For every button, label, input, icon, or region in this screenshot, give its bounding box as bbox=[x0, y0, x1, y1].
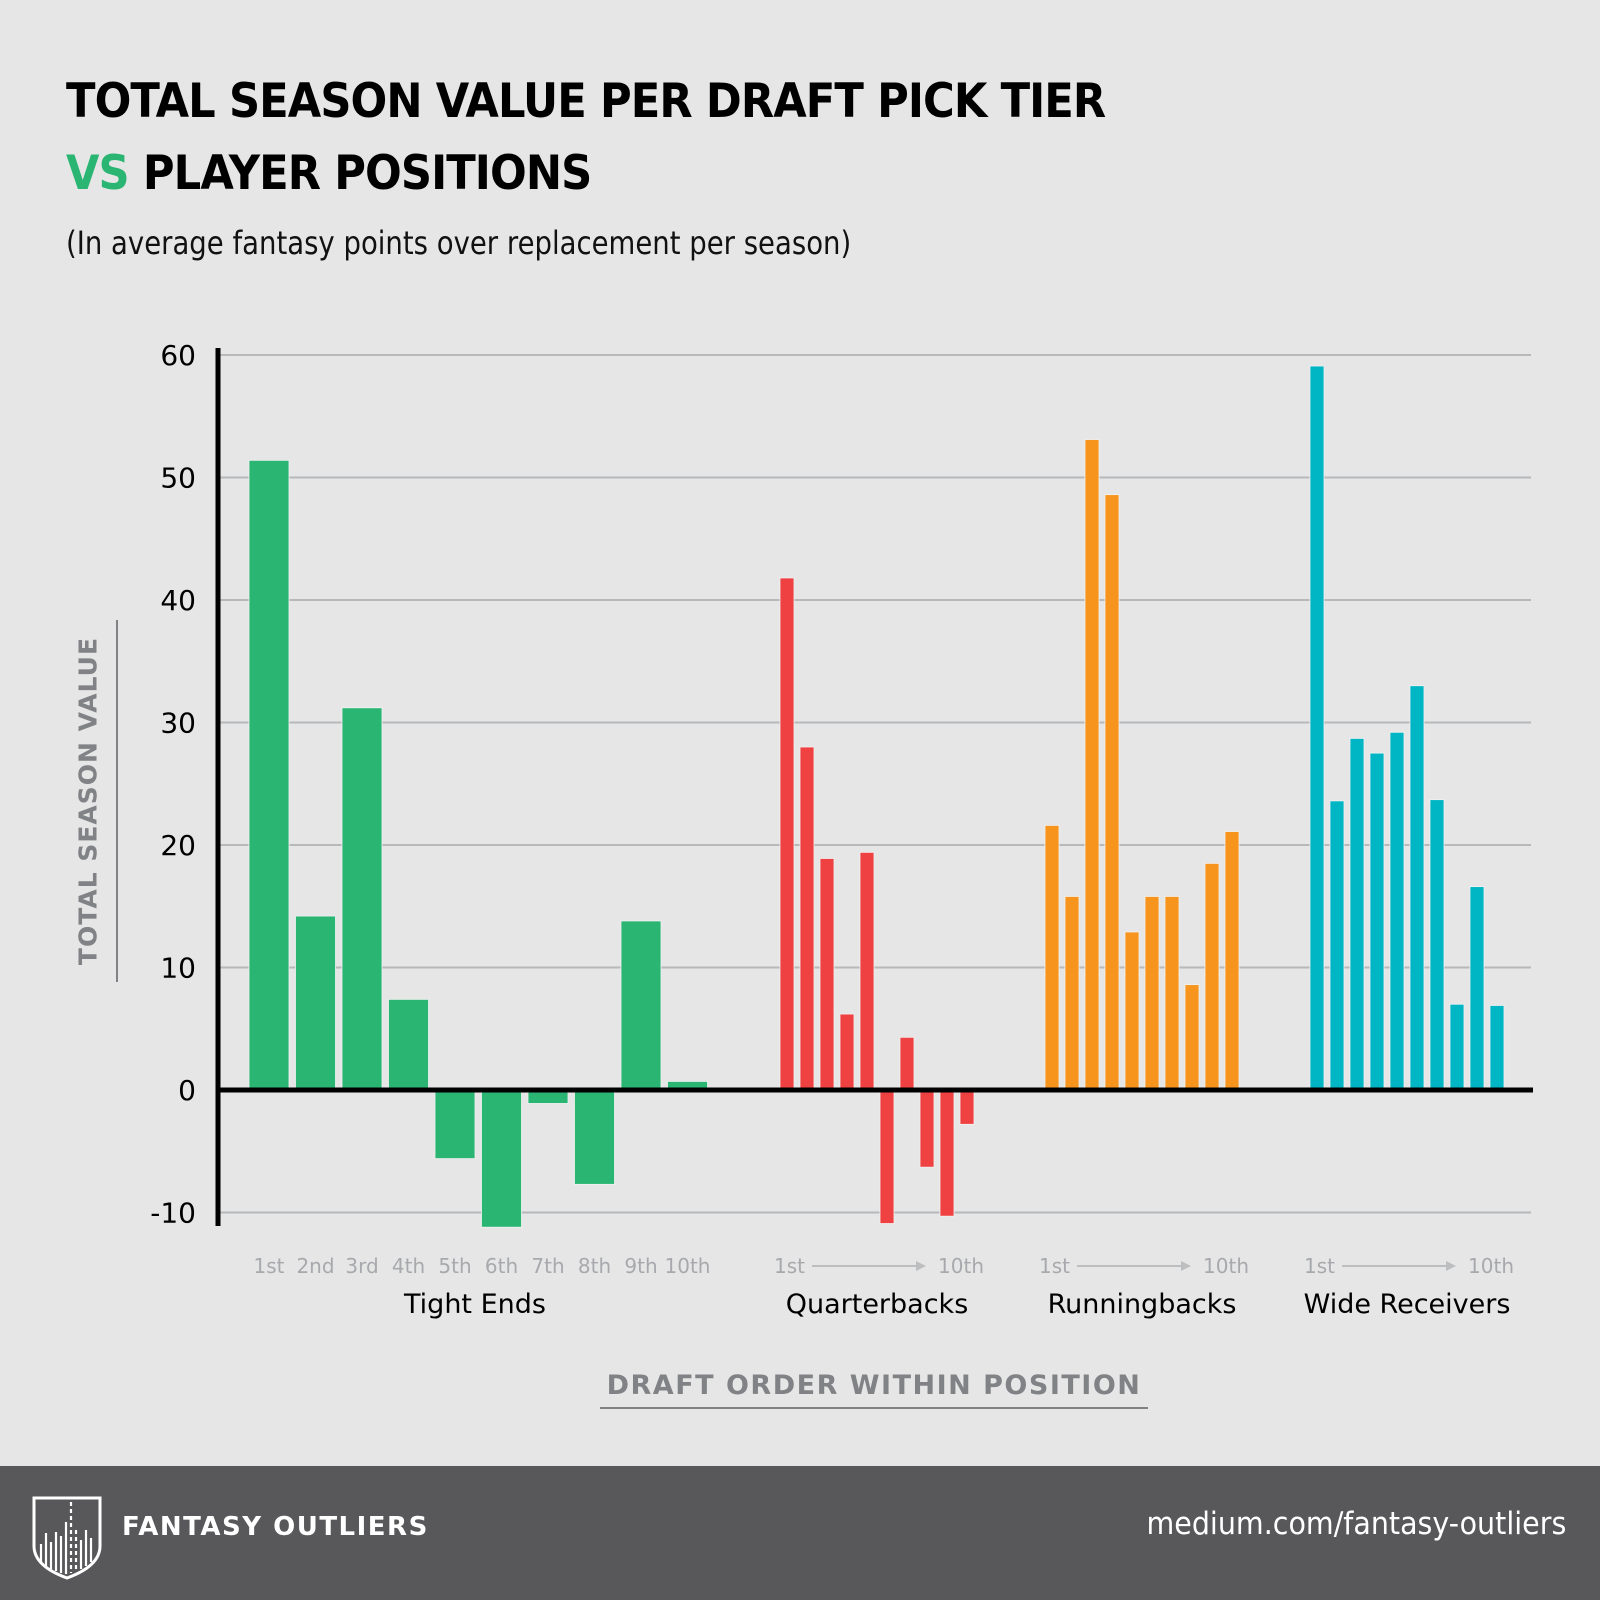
group-label-quarterbacks: Quarterbacks bbox=[786, 1289, 969, 1320]
y-tick-label: 0 bbox=[178, 1074, 196, 1107]
x-tick-label: 5th bbox=[438, 1254, 471, 1278]
bar-quarterbacks-7 bbox=[899, 1036, 915, 1091]
range-arrow-head-icon bbox=[1181, 1261, 1191, 1271]
range-arrow-head-icon bbox=[916, 1261, 926, 1271]
chart-title: TOTAL SEASON VALUE PER DRAFT PICK TIER V… bbox=[66, 66, 1106, 210]
brand-name: FANTASY OUTLIERS bbox=[122, 1512, 429, 1542]
bar-tight-ends-4 bbox=[388, 998, 429, 1091]
bar-wide-receivers-7 bbox=[1429, 799, 1445, 1091]
range-end-label: 10th bbox=[1203, 1254, 1249, 1278]
group-label-wide-receivers: Wide Receivers bbox=[1304, 1289, 1511, 1320]
bar-tight-ends-8 bbox=[574, 1089, 615, 1185]
bar-runningbacks-7 bbox=[1164, 896, 1180, 1091]
bar-runningbacks-3 bbox=[1084, 439, 1100, 1091]
bar-tight-ends-5 bbox=[434, 1089, 476, 1159]
range-start-label: 1st bbox=[1039, 1254, 1070, 1278]
bar-wide-receivers-8 bbox=[1449, 1003, 1465, 1091]
x-tick-labels: 1st 2nd 3rd 4th 5th 6th 7th 8th 9th 10th 1st 10th 1s… bbox=[254, 1254, 1515, 1278]
bar-tight-ends-6 bbox=[481, 1089, 522, 1228]
axes bbox=[215, 348, 1533, 1226]
footer: FANTASY OUTLIERS medium.com/fantasy-outl… bbox=[0, 1466, 1600, 1600]
bar-wide-receivers-4 bbox=[1369, 752, 1385, 1091]
bar-quarterbacks-6 bbox=[879, 1089, 895, 1224]
bar-runningbacks-4 bbox=[1104, 494, 1120, 1091]
position-group-labels: Tight Ends Quarterbacks Runningbacks Wide R… bbox=[403, 1289, 1510, 1320]
group-label-runningbacks: Runningbacks bbox=[1048, 1289, 1237, 1320]
y-tick-label: 50 bbox=[160, 462, 196, 495]
bar-quarterbacks-3 bbox=[819, 858, 835, 1091]
range-end-label: 10th bbox=[1468, 1254, 1514, 1278]
source-url[interactable]: medium.com/fantasy-outliers bbox=[1146, 1506, 1566, 1542]
bar-quarterbacks-10 bbox=[959, 1089, 975, 1125]
bars bbox=[248, 365, 1505, 1228]
title-line-1: TOTAL SEASON VALUE PER DRAFT PICK TIER bbox=[66, 74, 1106, 129]
bar-wide-receivers-2 bbox=[1329, 800, 1345, 1091]
bar-tight-ends-3 bbox=[341, 707, 383, 1091]
bar-quarterbacks-8 bbox=[919, 1089, 935, 1168]
y-tick-label: 60 bbox=[160, 339, 196, 372]
bar-quarterbacks-4 bbox=[839, 1013, 855, 1091]
x-tick-label: 6th bbox=[485, 1254, 518, 1278]
y-axis-title-container: TOTAL SEASON VALUE bbox=[70, 620, 106, 982]
bar-quarterbacks-2 bbox=[799, 746, 815, 1091]
x-tick-label: 2nd bbox=[296, 1254, 334, 1278]
bar-wide-receivers-5 bbox=[1389, 731, 1405, 1091]
title-line-2: PLAYER POSITIONS bbox=[128, 146, 592, 201]
y-tick-label: 40 bbox=[160, 584, 196, 617]
x-tick-label: 9th bbox=[624, 1254, 657, 1278]
x-tick-label: 8th bbox=[578, 1254, 611, 1278]
range-end-label: 10th bbox=[938, 1254, 984, 1278]
bar-wide-receivers-3 bbox=[1349, 738, 1365, 1091]
bar-chart: 60 50 40 30 20 10 0 -10 1st 2nd 3rd 4th 5th 6th 7th 8t… bbox=[150, 339, 1533, 1320]
y-tick-labels: 60 50 40 30 20 10 0 -10 bbox=[150, 339, 196, 1230]
x-tick-label: 7th bbox=[531, 1254, 564, 1278]
bar-runningbacks-10 bbox=[1224, 831, 1240, 1091]
x-tick-label: 3rd bbox=[345, 1254, 378, 1278]
y-axis-title: TOTAL SEASON VALUE bbox=[73, 636, 103, 966]
y-tick-label: -10 bbox=[150, 1197, 196, 1230]
range-arrow-head-icon bbox=[1446, 1261, 1456, 1271]
x-tick-label: 4th bbox=[392, 1254, 425, 1278]
bar-tight-ends-9 bbox=[620, 920, 662, 1091]
bar-quarterbacks-1 bbox=[779, 577, 795, 1091]
bar-tight-ends-1 bbox=[248, 459, 290, 1091]
bar-runningbacks-6 bbox=[1144, 896, 1160, 1091]
y-axis-title-rule bbox=[116, 620, 118, 982]
bar-wide-receivers-9 bbox=[1469, 886, 1485, 1091]
range-start-label: 1st bbox=[1304, 1254, 1335, 1278]
y-tick-label: 30 bbox=[160, 707, 196, 740]
bar-runningbacks-2 bbox=[1064, 896, 1080, 1091]
bar-wide-receivers-10 bbox=[1489, 1005, 1505, 1091]
bar-runningbacks-1 bbox=[1044, 825, 1060, 1091]
bar-tight-ends-2 bbox=[295, 915, 336, 1091]
bar-runningbacks-5 bbox=[1124, 931, 1140, 1091]
shield-bars-logo-icon bbox=[32, 1496, 102, 1580]
x-axis-title-rule bbox=[600, 1407, 1148, 1409]
chart-subtitle: (In average fantasy points over replacem… bbox=[66, 224, 852, 262]
bar-quarterbacks-9 bbox=[939, 1089, 955, 1217]
x-axis-title: DRAFT ORDER WITHIN POSITION bbox=[606, 1370, 1142, 1401]
range-start-label: 1st bbox=[774, 1254, 805, 1278]
bar-wide-receivers-6 bbox=[1409, 685, 1425, 1091]
group-label-tight-ends: Tight Ends bbox=[403, 1289, 546, 1320]
bar-runningbacks-9 bbox=[1204, 862, 1220, 1091]
title-vs: VS bbox=[66, 146, 130, 201]
bar-quarterbacks-5 bbox=[859, 851, 875, 1091]
bar-wide-receivers-1 bbox=[1309, 365, 1325, 1091]
x-tick-label: 1st bbox=[254, 1254, 285, 1278]
y-tick-label: 10 bbox=[160, 952, 196, 985]
y-tick-label: 20 bbox=[160, 829, 196, 862]
x-tick-label: 10th bbox=[665, 1254, 711, 1278]
bar-runningbacks-8 bbox=[1184, 984, 1200, 1091]
